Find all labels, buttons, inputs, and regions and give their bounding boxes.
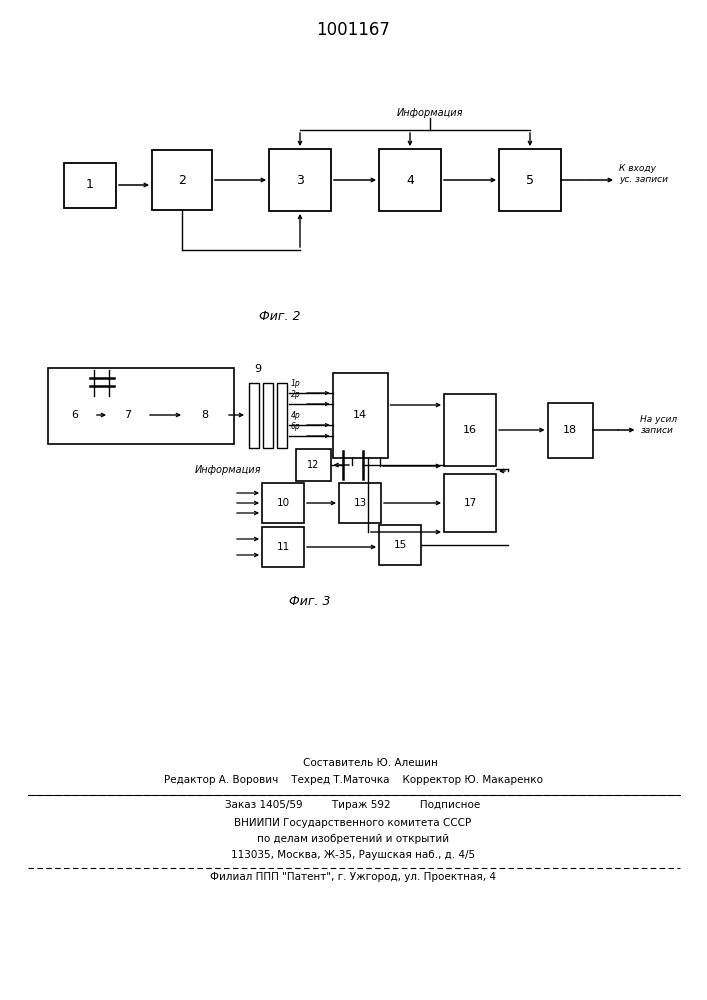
Bar bbox=[379, 149, 441, 211]
Bar bbox=[48, 368, 234, 444]
Text: 1: 1 bbox=[86, 178, 94, 192]
Text: ВНИИПИ Государственного комитета СССР: ВНИИПИ Государственного комитета СССР bbox=[235, 818, 472, 828]
Bar bbox=[339, 483, 381, 523]
Text: К входу
ус. записи: К входу ус. записи bbox=[619, 164, 668, 184]
Text: 14: 14 bbox=[353, 410, 367, 420]
Bar bbox=[263, 382, 273, 448]
Text: 11: 11 bbox=[276, 542, 290, 552]
Bar bbox=[499, 149, 561, 211]
Text: 13: 13 bbox=[354, 498, 367, 508]
Text: На усил
записи: На усил записи bbox=[641, 415, 677, 435]
Bar bbox=[296, 449, 330, 481]
Text: Фиг. 3: Фиг. 3 bbox=[289, 595, 331, 608]
Text: 6: 6 bbox=[71, 410, 78, 420]
Bar bbox=[262, 483, 304, 523]
Bar bbox=[332, 372, 387, 458]
Text: Заказ 1405/59         Тираж 592         Подписное: Заказ 1405/59 Тираж 592 Подписное bbox=[226, 800, 481, 810]
Text: Информация: Информация bbox=[397, 108, 463, 118]
Bar bbox=[277, 382, 287, 448]
Text: 1p: 1p bbox=[291, 379, 300, 388]
Text: 6p: 6p bbox=[291, 422, 300, 431]
Text: 16: 16 bbox=[463, 425, 477, 435]
Text: Редактор А. Ворович    Техред Т.Маточка    Корректор Ю. Макаренко: Редактор А. Ворович Техред Т.Маточка Кор… bbox=[163, 775, 542, 785]
Text: Составитель Ю. Алешин: Составитель Ю. Алешин bbox=[303, 758, 438, 768]
Bar bbox=[262, 527, 304, 567]
Text: по делам изобретений и открытий: по делам изобретений и открытий bbox=[257, 834, 449, 844]
Text: 3: 3 bbox=[296, 174, 304, 186]
Text: 4p: 4p bbox=[291, 411, 300, 420]
Text: 113035, Москва, Ж-35, Раушская наб., д. 4/5: 113035, Москва, Ж-35, Раушская наб., д. … bbox=[231, 850, 475, 860]
Text: 10: 10 bbox=[276, 498, 290, 508]
Text: 1001167: 1001167 bbox=[316, 21, 390, 39]
Text: Информация: Информация bbox=[195, 465, 262, 475]
Text: 12: 12 bbox=[307, 460, 319, 470]
Bar bbox=[184, 396, 226, 434]
Text: 2: 2 bbox=[178, 174, 186, 186]
Bar bbox=[152, 150, 212, 210]
Text: 2p: 2p bbox=[291, 390, 300, 399]
Text: 7: 7 bbox=[124, 410, 132, 420]
Text: Филиал ППП "Патент", г. Ужгород, ул. Проектная, 4: Филиал ППП "Патент", г. Ужгород, ул. Про… bbox=[210, 872, 496, 882]
Text: 9: 9 bbox=[255, 364, 262, 374]
Text: 5: 5 bbox=[526, 174, 534, 186]
Bar bbox=[56, 396, 94, 434]
Bar bbox=[444, 394, 496, 466]
Bar bbox=[444, 474, 496, 532]
Text: 17: 17 bbox=[463, 498, 477, 508]
Bar bbox=[379, 525, 421, 565]
Text: 18: 18 bbox=[563, 425, 577, 435]
Bar bbox=[269, 149, 331, 211]
Bar bbox=[249, 382, 259, 448]
Bar bbox=[547, 402, 592, 458]
Text: 4: 4 bbox=[406, 174, 414, 186]
Bar bbox=[64, 162, 116, 208]
Text: 8: 8 bbox=[201, 410, 209, 420]
Bar bbox=[109, 396, 147, 434]
Text: 15: 15 bbox=[393, 540, 407, 550]
Text: Фиг. 2: Фиг. 2 bbox=[259, 310, 300, 323]
